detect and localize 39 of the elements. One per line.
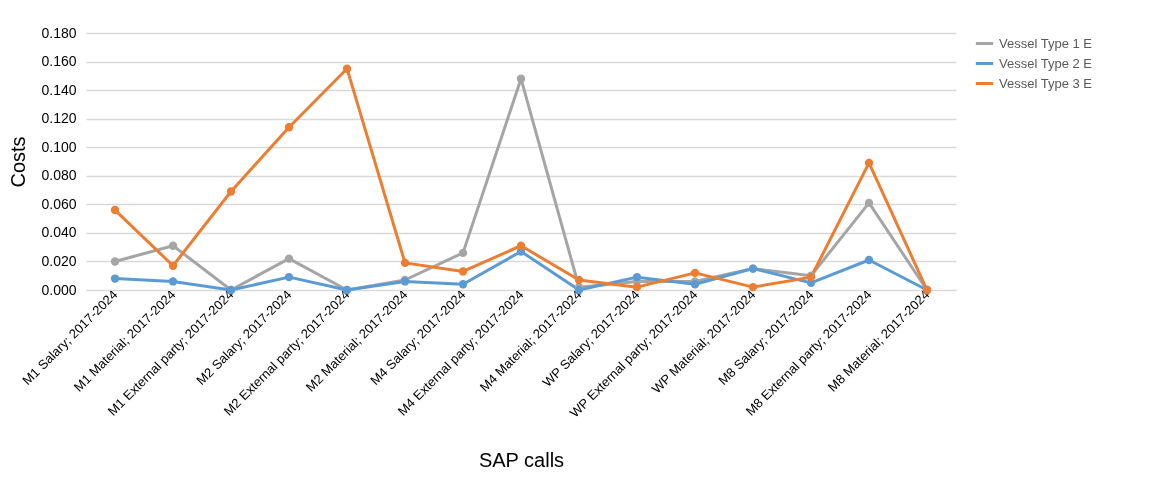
point	[632, 282, 642, 292]
point	[168, 277, 178, 286]
y-tick-label: 0.040	[41, 224, 77, 241]
y-tick-label: 0.160	[41, 53, 77, 70]
point	[226, 187, 236, 196]
y-tick-label: 0.140	[41, 81, 77, 98]
point	[574, 275, 584, 285]
point	[516, 241, 526, 250]
point	[864, 198, 874, 208]
y-tick-label: 0.180	[41, 24, 77, 41]
point	[864, 158, 874, 168]
point	[516, 74, 526, 83]
point	[632, 272, 642, 282]
point	[284, 254, 294, 263]
y-tick-label: 0.080	[41, 167, 77, 184]
legend-label: Vessel Type 1 E	[999, 35, 1093, 51]
point	[864, 255, 874, 265]
point	[458, 248, 468, 258]
point	[284, 123, 294, 132]
y-axis-title: Costs	[7, 136, 30, 188]
y-tick-label: 0.100	[41, 138, 77, 155]
point	[400, 258, 410, 268]
point	[458, 280, 468, 289]
point	[284, 272, 294, 282]
y-tick-label: 0.020	[41, 252, 77, 269]
legend-label: Vessel Type 3 E	[999, 75, 1093, 91]
point	[748, 282, 758, 292]
y-tick-label: 0.120	[41, 110, 77, 127]
point	[110, 257, 120, 266]
point	[342, 64, 352, 73]
point	[168, 241, 178, 250]
point	[110, 205, 120, 215]
legend-label: Vessel Type 2 E	[999, 55, 1093, 71]
x-axis-title: SAP calls	[478, 448, 565, 471]
point	[690, 268, 700, 278]
point	[458, 267, 468, 276]
point	[110, 274, 120, 283]
y-tick-label: 0.060	[41, 195, 77, 212]
point	[168, 261, 178, 270]
